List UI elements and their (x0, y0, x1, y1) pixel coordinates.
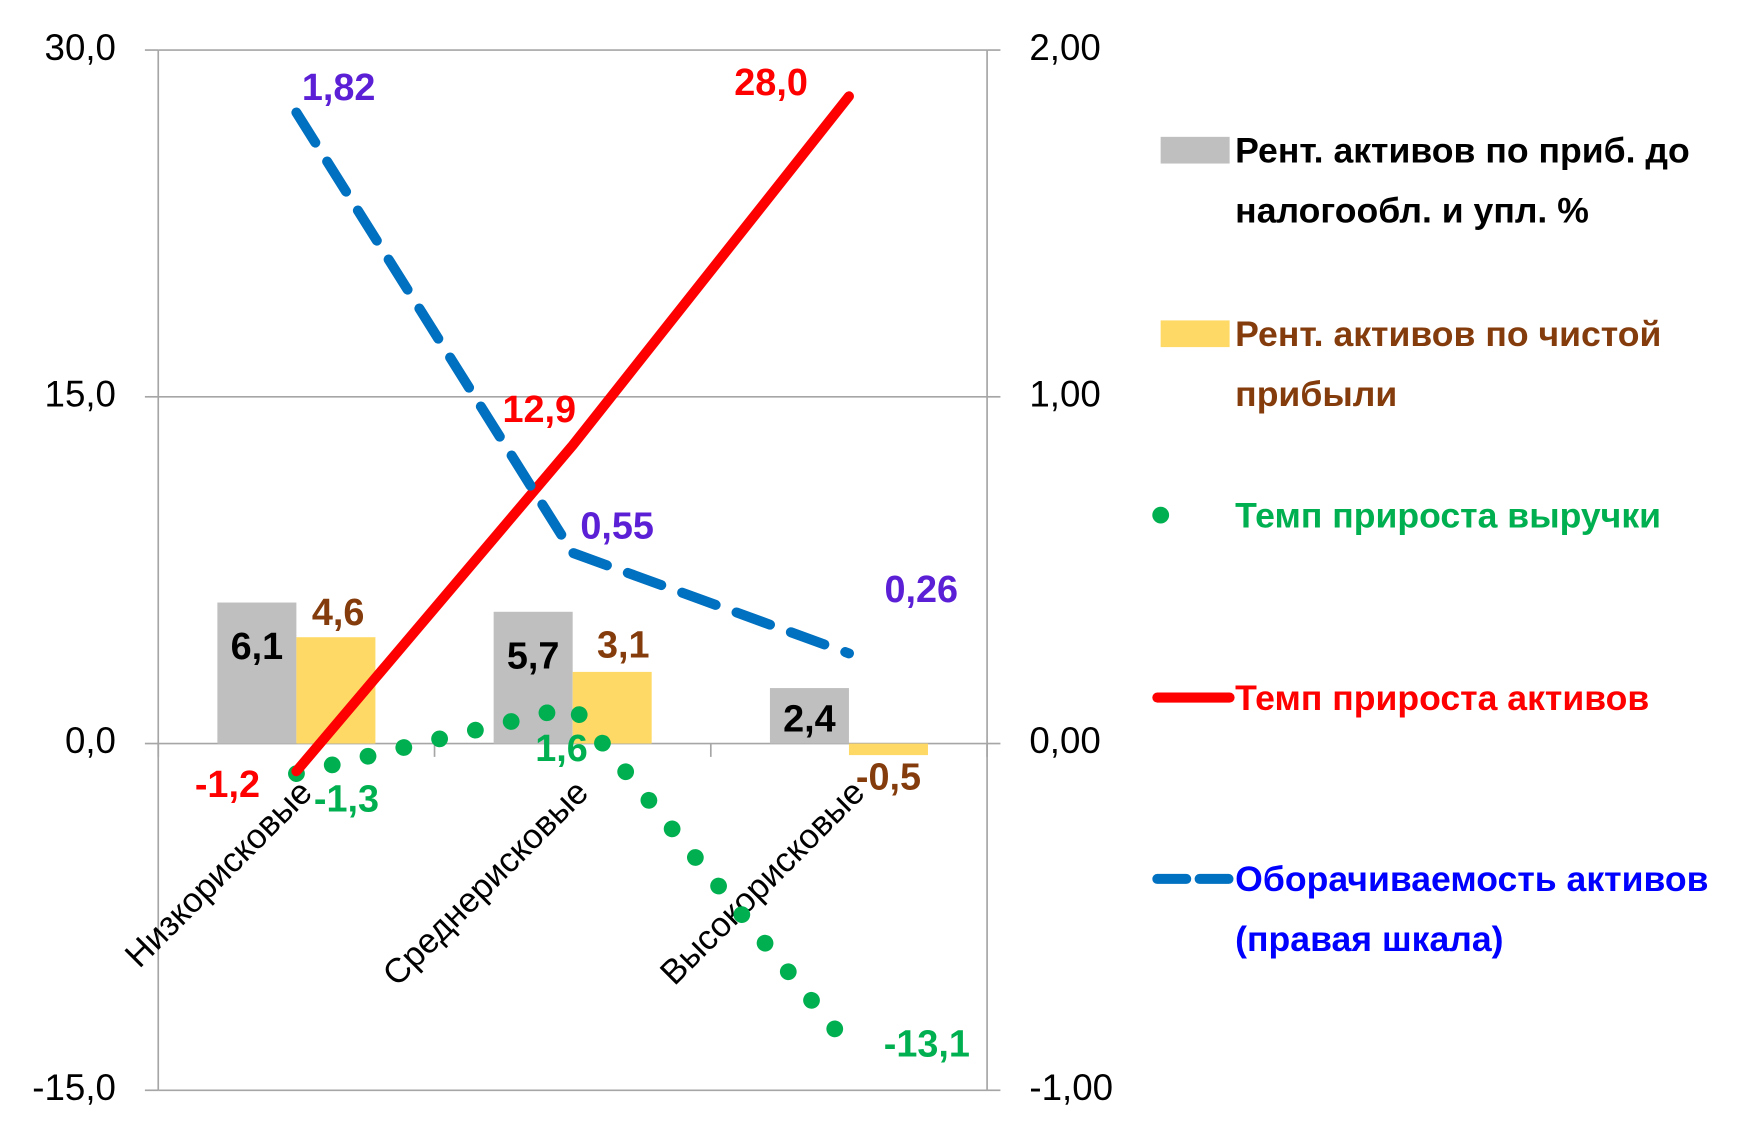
value-label: -1,2 (195, 764, 260, 806)
y2-tick-label: 1,00 (1029, 374, 1100, 415)
bar (572, 671, 652, 744)
line (291, 107, 854, 659)
y-tick-label: 0,0 (65, 720, 116, 761)
legend-item: Рент. активов по приб. до налогообл. и у… (1235, 130, 1690, 231)
x-tick-label: Среднерисковые (376, 773, 596, 993)
value-label: 1,6 (535, 728, 588, 770)
line (291, 91, 854, 777)
value-label: -13,1 (884, 1023, 970, 1065)
value-label: 6,1 (231, 626, 284, 668)
legend-label: Рент. активов по приб. до налогообл. и у… (1235, 130, 1690, 231)
legend-label: Темп прироста выручки (1235, 495, 1662, 536)
legend-label: Оборачиваемость активов (правая шкала) (1235, 858, 1709, 960)
legend-swatch (1160, 136, 1230, 164)
legend-item: Рент. активов по чистой прибыли (1235, 313, 1662, 414)
legend-item: Темп прироста активов (1235, 677, 1650, 718)
value-label: 0,26 (884, 569, 958, 611)
value-label: 28,0 (734, 62, 808, 104)
y2-tick-label: -1,00 (1029, 1067, 1113, 1108)
legend-item: Темп прироста выручки (1235, 495, 1662, 536)
value-label: 2,4 (783, 698, 836, 740)
legend-swatch (1160, 320, 1230, 348)
x-tick-label: Высокорисковые (653, 773, 872, 992)
bar (848, 743, 928, 756)
y2-tick-label: 0,00 (1029, 720, 1100, 761)
value-label: 5,7 (507, 635, 560, 677)
value-label: 12,9 (502, 389, 576, 431)
legend-label: Рент. активов по чистой прибыли (1235, 313, 1662, 414)
bar (769, 688, 849, 744)
y-tick-label: -15,0 (32, 1067, 116, 1108)
value-label: 1,82 (302, 67, 376, 109)
legend-label: Темп прироста активов (1235, 677, 1650, 718)
y2-tick-label: 2,00 (1029, 27, 1100, 68)
value-label: 3,1 (597, 624, 650, 666)
bar (217, 602, 297, 744)
value-label: 0,55 (580, 505, 654, 547)
value-label: -0,5 (856, 757, 921, 799)
value-label: -1,3 (314, 778, 379, 820)
y-tick-label: 15,0 (45, 374, 116, 415)
y-tick-label: 30,0 (45, 27, 116, 68)
legend-item: Оборачиваемость активов (правая шкала) (1235, 858, 1709, 960)
value-label: 4,6 (312, 592, 365, 634)
